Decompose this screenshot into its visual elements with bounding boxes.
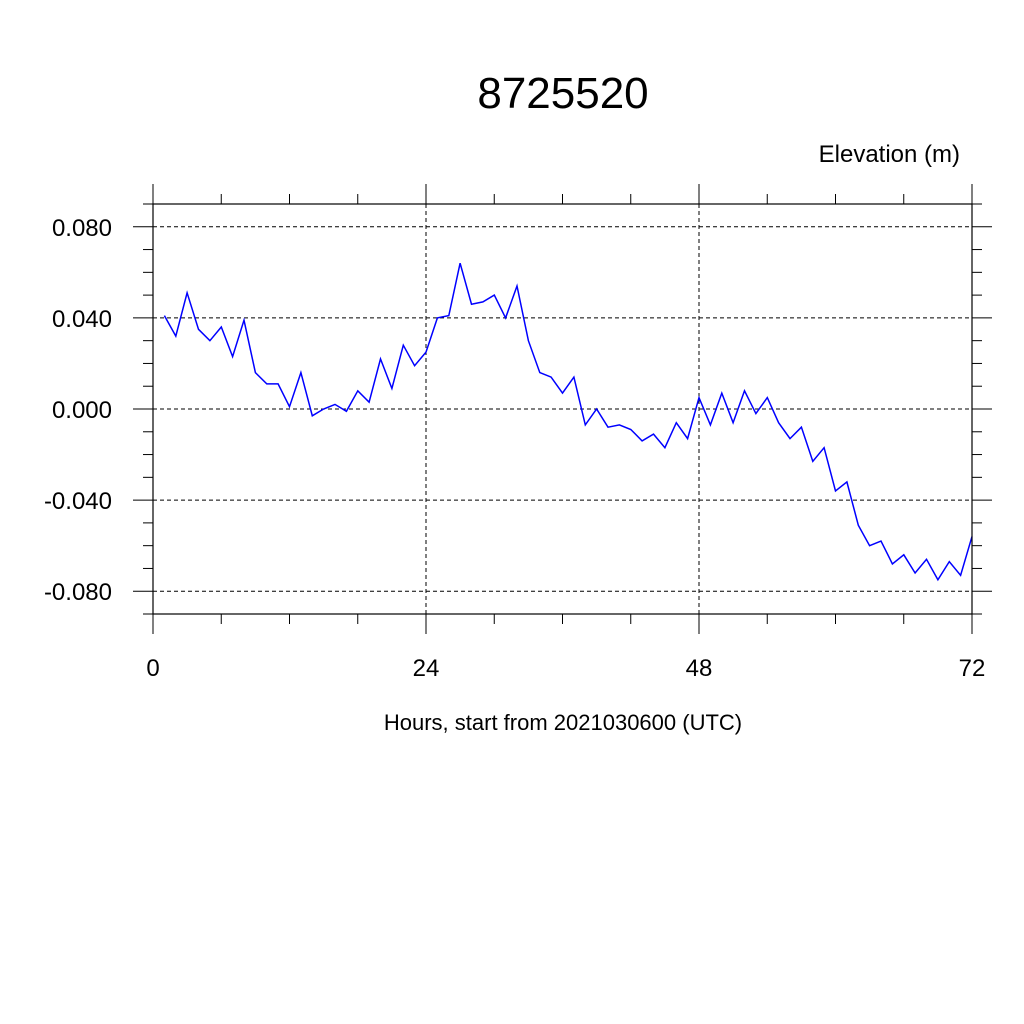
- x-tick-label: 48: [686, 655, 713, 682]
- chart-title: 8725520: [477, 69, 648, 118]
- grid-lines: [153, 204, 972, 614]
- series-layer: [163, 262, 973, 582]
- units-label: Elevation (m): [819, 141, 960, 168]
- y-tick-label: -0.040: [44, 488, 112, 515]
- y-tick-label: 0.000: [52, 397, 112, 424]
- tick-labels: -0.080 -0.040 0.000 0.040 0.080 0 24 48 72: [44, 215, 985, 682]
- x-axis-label: Hours, start from 2021030600 (UTC): [384, 710, 742, 735]
- x-tick-label: 72: [959, 655, 986, 682]
- y-tick-label: 0.040: [52, 306, 112, 333]
- y-tick-label: 0.080: [52, 215, 112, 242]
- series-line-elevation: [163, 262, 973, 582]
- x-tick-label: 0: [146, 655, 159, 682]
- axis-ticks: [133, 184, 992, 634]
- plot-frame: [152, 203, 973, 615]
- y-tick-label: -0.080: [44, 579, 112, 606]
- x-tick-label: 24: [413, 655, 440, 682]
